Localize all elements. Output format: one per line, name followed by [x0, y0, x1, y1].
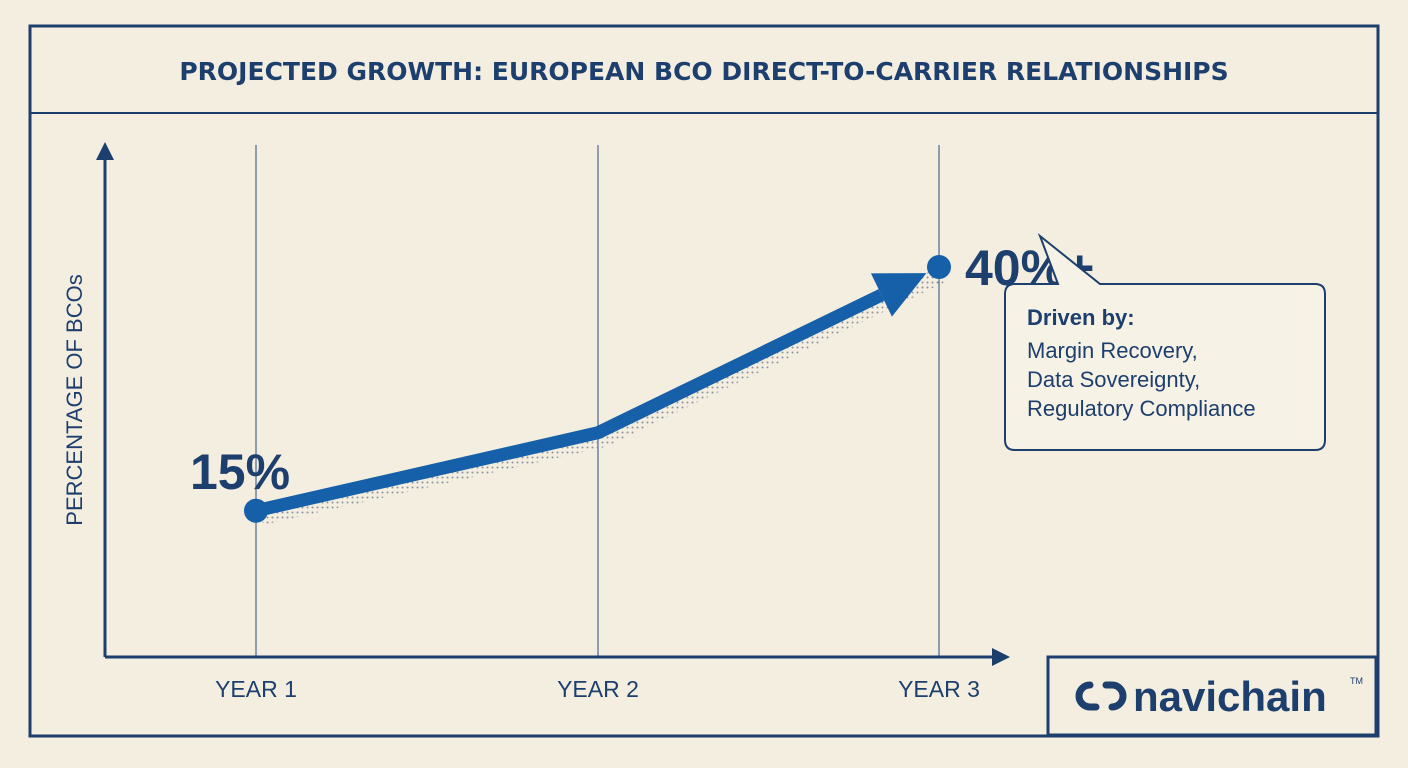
x-axis-arrow-icon	[992, 648, 1010, 666]
series-line	[254, 289, 885, 518]
x-tick-label: YEAR 1	[215, 676, 297, 702]
brand-name: navichain	[1133, 673, 1327, 720]
trademark: TM	[1350, 676, 1363, 686]
annotation-line: Data Sovereignty,	[1027, 367, 1200, 392]
annotation-callout: Driven by: Margin Recovery, Data Soverei…	[1004, 232, 1326, 451]
y-axis-arrow-icon	[96, 142, 114, 160]
chart-title: PROJECTED GROWTH: EUROPEAN BCO DIRECT-TO…	[179, 57, 1228, 86]
data-label: 15%	[190, 444, 290, 500]
x-tick-label: YEAR 2	[557, 676, 639, 702]
data-point	[244, 498, 268, 523]
chain-link-icon	[1075, 681, 1127, 711]
outer-frame	[28, 24, 1380, 738]
y-axis-label: PERCENTAGE OF BCOs	[62, 274, 87, 525]
arrow-head-icon	[870, 273, 927, 317]
annotation-heading: Driven by:	[1027, 305, 1135, 330]
annotation-line: Margin Recovery,	[1027, 338, 1198, 363]
annotation-line: Regulatory Compliance	[1027, 396, 1256, 421]
data-point	[927, 255, 951, 279]
x-tick-label: YEAR 3	[898, 676, 980, 702]
brand-logo: navichain TM	[1046, 655, 1378, 737]
